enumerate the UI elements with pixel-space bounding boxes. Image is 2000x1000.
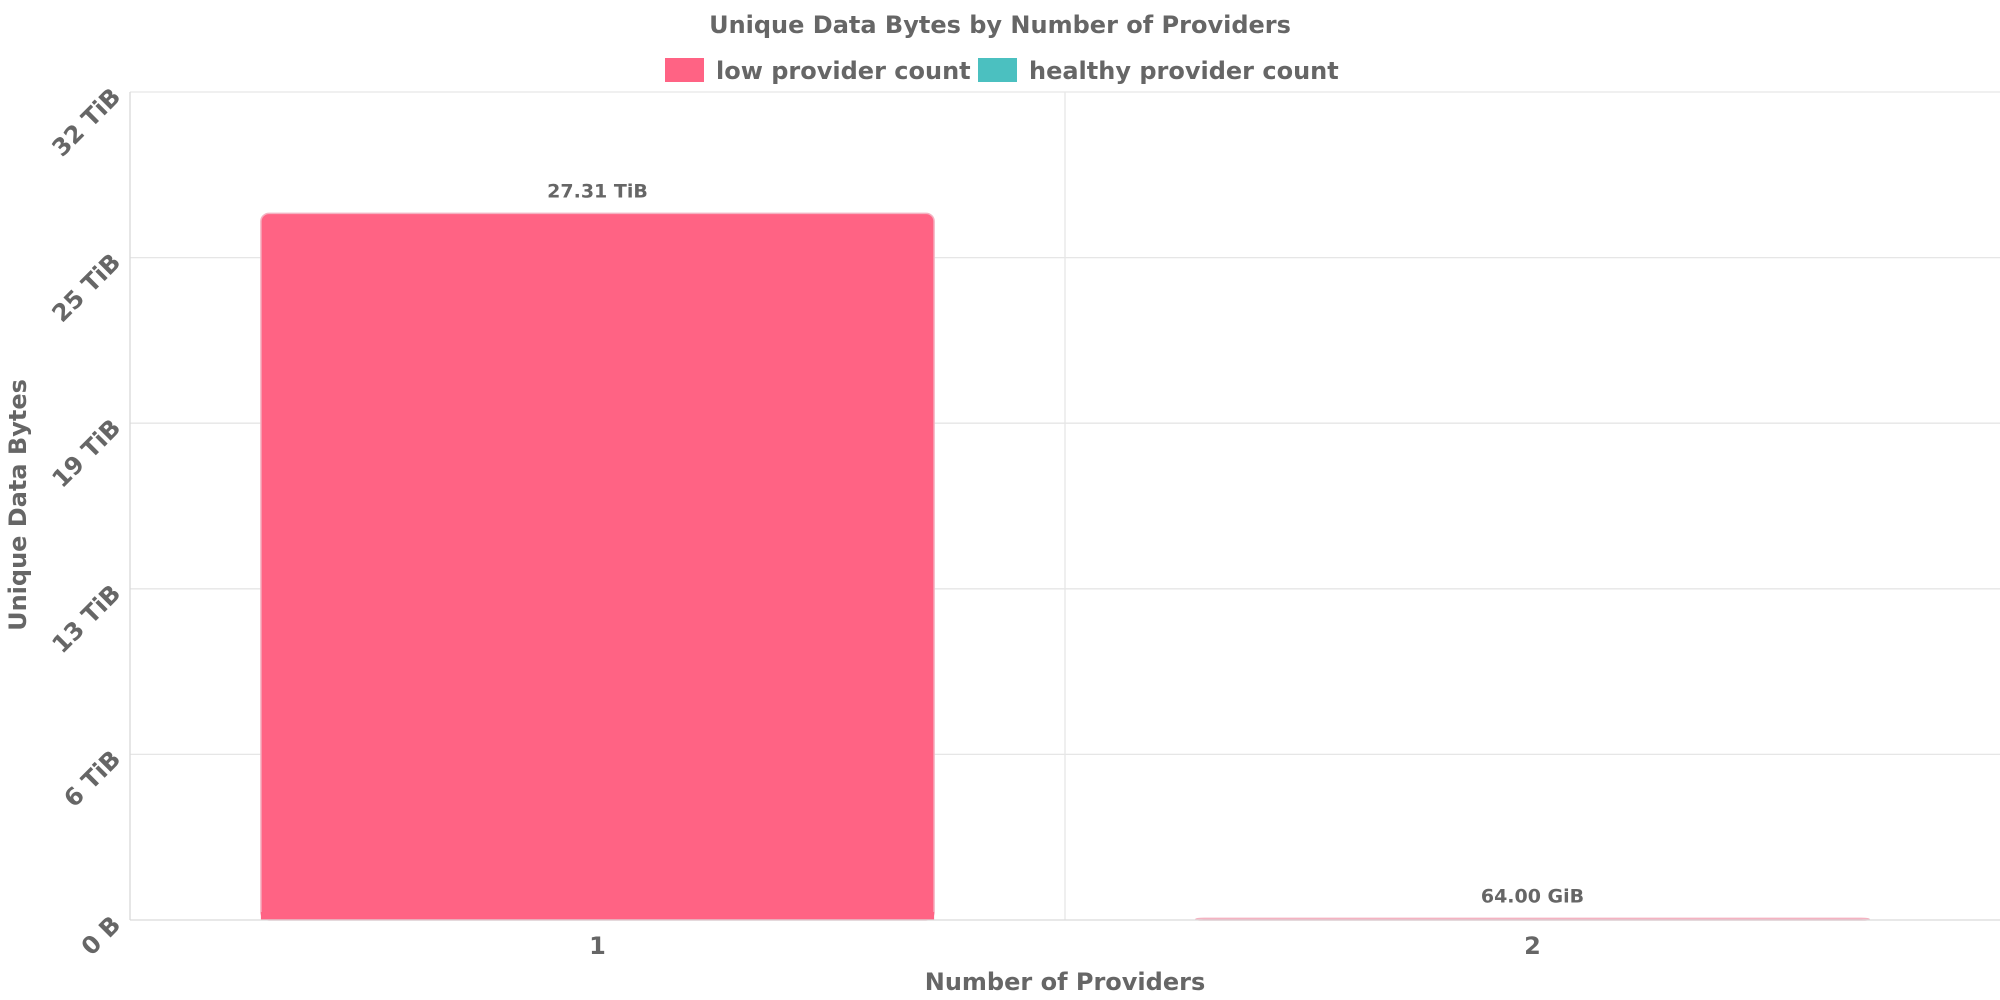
data-labels: 27.31 TiB 64.00 GiB <box>547 180 1584 907</box>
bar <box>260 212 935 921</box>
y-tick-label: 0 B <box>76 910 126 960</box>
bar-base <box>260 912 935 920</box>
x-axis-title: Number of Providers <box>925 968 1205 996</box>
y-tick-label: 32 TiB <box>47 82 127 162</box>
x-tick-label: 1 <box>589 932 606 960</box>
legend-label-low-provider-count: low provider count <box>716 57 971 85</box>
data-label: 64.00 GiB <box>1481 885 1584 907</box>
y-tick-label: 6 TiB <box>58 745 126 813</box>
chart-title: Unique Data Bytes by Number of Providers <box>709 11 1291 39</box>
bars <box>260 212 1870 921</box>
y-tick-label: 19 TiB <box>47 414 127 494</box>
y-tick-label: 25 TiB <box>47 248 127 328</box>
legend-label-healthy-provider-count: healthy provider count <box>1029 57 1339 85</box>
legend-swatch-low-provider-count <box>665 58 704 82</box>
y-tick-label: 13 TiB <box>47 579 127 659</box>
y-axis-tick-labels: 0 B 6 TiB 13 TiB 19 TiB 25 TiB 32 TiB <box>47 82 127 960</box>
legend: low provider count healthy provider coun… <box>665 57 1339 85</box>
axes <box>129 92 2000 921</box>
legend-item-healthy-provider-count[interactable]: healthy provider count <box>978 57 1339 85</box>
data-label: 27.31 TiB <box>547 180 648 202</box>
y-axis-title: Unique Data Bytes <box>4 379 32 631</box>
legend-item-low-provider-count[interactable]: low provider count <box>665 57 971 85</box>
x-tick-label: 2 <box>1524 932 1541 960</box>
legend-swatch-healthy-provider-count <box>978 58 1017 82</box>
